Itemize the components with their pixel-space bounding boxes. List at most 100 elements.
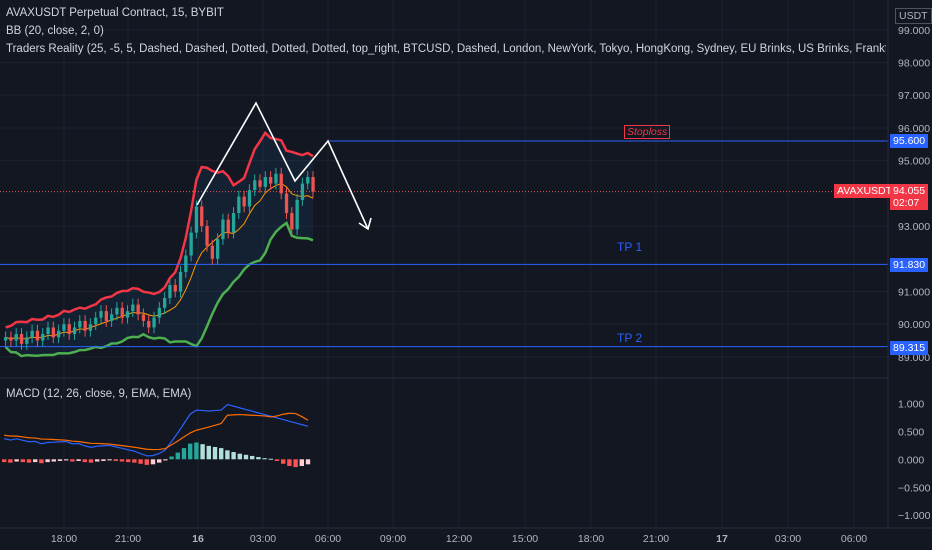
macd-histogram-bar <box>39 459 44 464</box>
macd-histogram-bar <box>150 459 156 465</box>
current-price-tag: 94.055 02:07 <box>890 184 929 210</box>
candle <box>125 311 130 318</box>
macd-histogram-bar <box>126 459 131 463</box>
candle <box>9 337 13 341</box>
candle <box>157 307 161 318</box>
candle <box>104 311 108 321</box>
candle <box>173 284 177 292</box>
tp1-price-tag: 91.830 <box>890 258 929 272</box>
candle <box>184 255 188 272</box>
bb-legend[interactable]: BB (20, close, 2, 0) <box>6 25 104 37</box>
candle <box>67 324 71 335</box>
time-tick-label: 03:00 <box>775 533 801 545</box>
candle <box>290 212 294 230</box>
candle <box>284 193 289 213</box>
tp1-label: TP 1 <box>617 240 643 254</box>
pattern-drawing <box>196 101 372 231</box>
macd-histogram-bar <box>287 459 292 467</box>
macd-histogram-bar <box>14 459 19 462</box>
macd-histogram-bar <box>8 459 13 463</box>
traders-reality-legend[interactable]: Traders Reality (25, -5, 5, Dashed, Dash… <box>6 43 886 55</box>
macd-histogram-bar <box>169 456 174 460</box>
candle <box>258 180 262 187</box>
price-levels <box>0 140 888 348</box>
candle <box>78 320 82 328</box>
time-tick-label: 17 <box>716 533 728 545</box>
time-tick-label: 12:00 <box>446 533 472 545</box>
time-tick-label: 15:00 <box>512 533 538 545</box>
macd-histogram-bar <box>194 442 199 460</box>
candle <box>19 334 24 344</box>
candle <box>152 317 156 328</box>
time-tick-label: 06:00 <box>841 533 867 545</box>
candle <box>269 177 273 184</box>
current-price: 94.055 <box>893 185 926 197</box>
time-tick-label: 06:00 <box>315 533 341 545</box>
macd-histogram-bar <box>57 459 63 461</box>
candle <box>242 196 246 207</box>
countdown: 02:07 <box>893 197 920 209</box>
price-tick-label: 90.000 <box>898 319 930 331</box>
macd-histogram-bar <box>200 444 205 460</box>
candle <box>200 206 204 227</box>
macd-histogram-bar <box>157 459 162 463</box>
stoploss-price-tag: 95.600 <box>890 134 929 148</box>
macd-histogram-bar <box>281 459 286 464</box>
candle <box>247 190 252 207</box>
macd-pane: 1.000 0.500 0.000 −0.500 −1.000 <box>2 398 931 522</box>
price-tick-label: 98.000 <box>898 58 930 70</box>
candle <box>120 307 124 318</box>
candle <box>46 327 50 335</box>
macd-histogram-bar <box>138 459 143 464</box>
macd-histogram-bar <box>76 459 81 461</box>
macd-histogram-bar <box>70 459 75 462</box>
macd-histogram-bar <box>237 453 242 460</box>
candle <box>205 226 209 246</box>
macd-histogram-bar <box>250 455 255 460</box>
macd-histogram-bar <box>293 459 298 468</box>
candle <box>83 320 87 331</box>
time-tick-label: 21:00 <box>643 533 669 545</box>
candle <box>14 334 18 341</box>
candle <box>311 177 315 192</box>
candle <box>274 173 278 184</box>
candle <box>210 245 214 259</box>
macd-histogram-bar <box>299 459 304 467</box>
candle <box>110 314 114 321</box>
macd-histogram-bar <box>243 454 249 460</box>
candle <box>41 334 45 341</box>
candle <box>115 307 119 315</box>
bb-fill <box>5 132 313 357</box>
macd-histogram-bar <box>82 459 87 463</box>
macd-histogram-bar <box>20 459 25 463</box>
macd-tick-label: 0.000 <box>898 454 924 466</box>
price-tick-label: 97.000 <box>898 90 930 102</box>
candle <box>99 311 103 318</box>
macd-histogram-bar <box>225 450 230 460</box>
time-tick-label: 18:00 <box>578 533 604 545</box>
macd-histogram-bar <box>305 459 311 465</box>
macd-tick-label: 0.500 <box>898 426 924 438</box>
price-tick-label: 91.000 <box>898 286 930 298</box>
macd-legend[interactable]: MACD (12, 26, close, 9, EMA, EMA) <box>6 388 192 400</box>
time-tick-label: 18:00 <box>51 533 77 545</box>
candle <box>88 324 93 331</box>
candle <box>189 232 193 256</box>
candle <box>263 177 267 187</box>
candle <box>221 219 225 240</box>
currency-badge[interactable]: USDT <box>895 8 932 24</box>
macd-histogram-bar <box>45 459 50 463</box>
macd-line <box>4 403 309 457</box>
time-tick-label: 21:00 <box>115 533 141 545</box>
candle <box>147 320 151 328</box>
candle <box>300 183 305 200</box>
price-tick-label: 96.000 <box>898 123 930 135</box>
macd-histogram-bar <box>144 459 149 465</box>
macd-histogram-bar <box>262 458 267 460</box>
macd-histogram-bar <box>113 459 118 461</box>
time-axis: 18:00 21:00 16 03:00 06:00 09:00 12:00 15:00 18:… <box>51 533 867 545</box>
candles <box>4 167 315 350</box>
macd-histogram-bar <box>33 459 38 463</box>
candle <box>141 314 146 321</box>
